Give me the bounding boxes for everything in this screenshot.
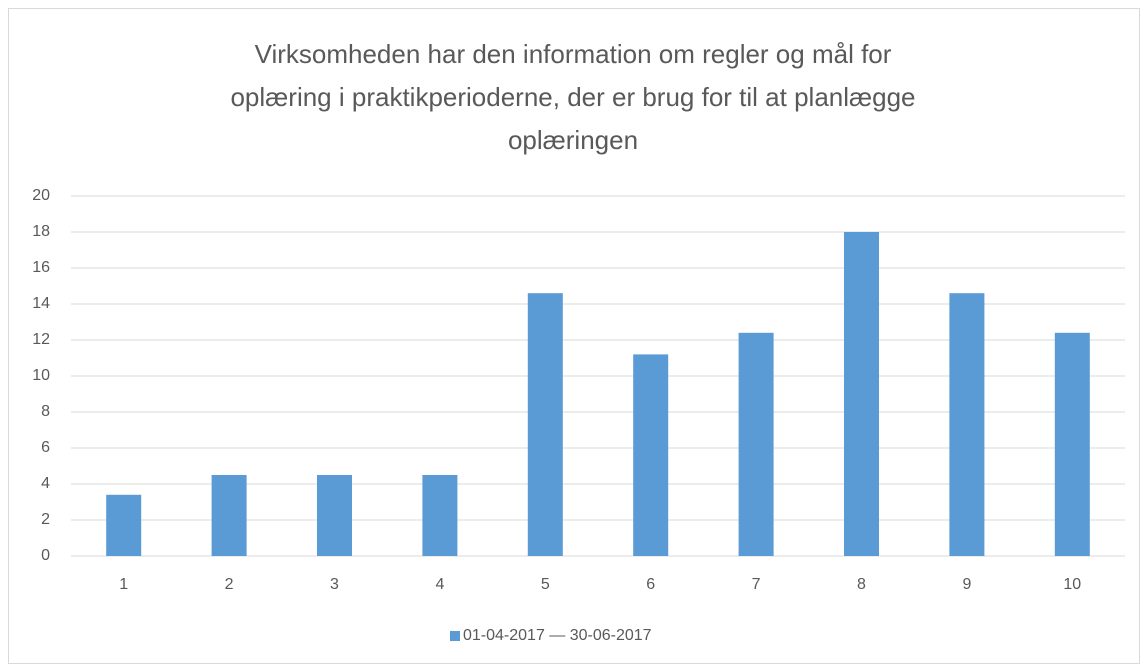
x-tick-label: 7 [752, 576, 761, 593]
bar [106, 494, 142, 556]
x-tick-label: 4 [435, 576, 444, 593]
bar [211, 475, 247, 556]
y-tick-label: 12 [32, 331, 50, 348]
bar [422, 475, 458, 556]
legend-swatch [450, 631, 460, 641]
y-tick-label: 2 [41, 511, 50, 528]
y-tick-label: 16 [32, 259, 50, 276]
bar [1054, 332, 1090, 556]
bar [738, 332, 774, 556]
x-tick-label: 2 [225, 576, 234, 593]
x-tick-label: 8 [857, 576, 866, 593]
x-tick-label: 1 [119, 576, 128, 593]
bar [527, 293, 563, 556]
y-tick-label: 10 [32, 367, 50, 384]
y-tick-label: 18 [32, 223, 50, 240]
x-tick-label: 3 [330, 576, 339, 593]
y-tick-label: 6 [41, 439, 50, 456]
legend-label: 01-04-2017 — 30-06-2017 [463, 627, 652, 644]
y-tick-label: 8 [41, 403, 50, 420]
bar [844, 232, 879, 556]
x-tick-label: 9 [962, 576, 971, 593]
x-tick-label: 10 [1063, 576, 1081, 593]
y-tick-label: 4 [41, 475, 50, 492]
bar [949, 293, 985, 556]
y-tick-label: 14 [32, 295, 50, 312]
y-tick-label: 20 [32, 187, 50, 204]
bar [633, 354, 669, 556]
y-tick-label: 0 [41, 547, 50, 564]
x-tick-label: 6 [646, 576, 655, 593]
chart-title: Virksomheden har den information om regl… [230, 39, 916, 155]
x-tick-label: 5 [541, 576, 550, 593]
bar [317, 475, 352, 556]
